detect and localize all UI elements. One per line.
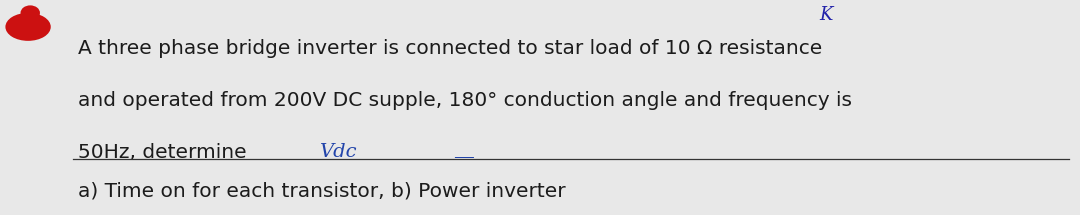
- Text: Vdc: Vdc: [319, 143, 356, 161]
- Ellipse shape: [5, 13, 51, 41]
- Text: and operated from 200V DC supple, 180° conduction angle and frequency is: and operated from 200V DC supple, 180° c…: [78, 91, 852, 110]
- Ellipse shape: [21, 5, 40, 20]
- Text: 50Hz, determine: 50Hz, determine: [78, 143, 246, 162]
- Text: —: —: [454, 148, 474, 167]
- Text: K: K: [820, 6, 833, 25]
- Text: a) Time on for each transistor, b) Power inverter: a) Time on for each transistor, b) Power…: [78, 182, 566, 201]
- Text: A three phase bridge inverter is connected to star load of 10 Ω resistance: A three phase bridge inverter is connect…: [78, 39, 822, 58]
